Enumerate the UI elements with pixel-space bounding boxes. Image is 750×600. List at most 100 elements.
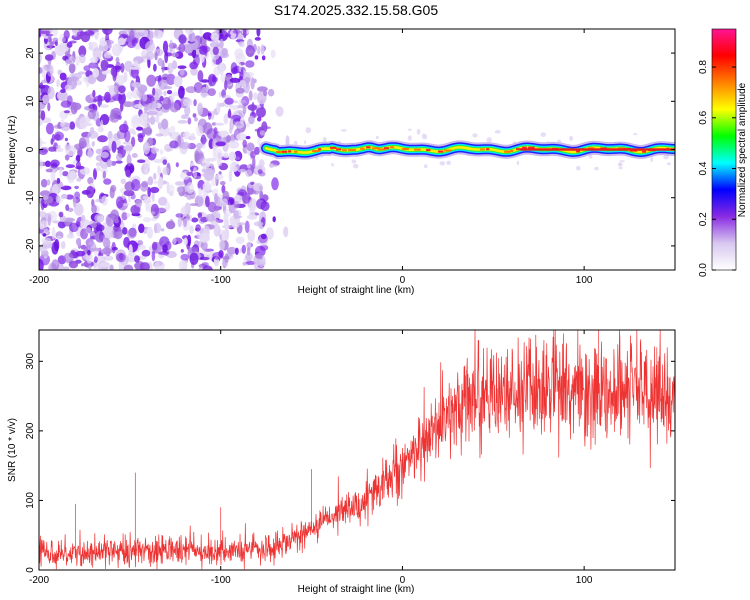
noise-blob bbox=[258, 185, 263, 191]
noise-blob bbox=[155, 108, 164, 117]
snr-panel: -200 -100 0 100 0 100 200 300 Height of straig… bbox=[7, 329, 676, 595]
noise-blob bbox=[650, 156, 653, 163]
noise-blob bbox=[126, 91, 133, 99]
noise-blob bbox=[72, 29, 79, 37]
noise-blob bbox=[56, 184, 65, 188]
noise-blob bbox=[143, 158, 151, 170]
noise-blob bbox=[47, 36, 52, 43]
x-tick-label: -200 bbox=[29, 575, 49, 586]
noise-blob bbox=[106, 85, 116, 89]
noise-blob bbox=[256, 106, 266, 118]
noise-blob bbox=[229, 118, 234, 131]
noise-blob bbox=[41, 79, 47, 84]
noise-blob bbox=[87, 177, 94, 185]
noise-blob bbox=[229, 77, 241, 83]
noise-blob bbox=[154, 222, 162, 234]
noise-blob bbox=[162, 96, 172, 110]
noise-blob bbox=[47, 214, 52, 227]
noise-blob bbox=[56, 79, 60, 88]
noise-blob bbox=[178, 34, 187, 44]
noise-blob bbox=[182, 259, 188, 270]
noise-blob bbox=[88, 104, 95, 110]
noise-blob bbox=[199, 45, 208, 56]
noise-blob bbox=[99, 104, 109, 108]
noise-blob bbox=[256, 198, 267, 210]
noise-blob bbox=[141, 55, 152, 59]
noise-blob bbox=[245, 60, 255, 68]
signal-band-core bbox=[390, 146, 395, 149]
noise-blob bbox=[83, 65, 91, 72]
noise-blob bbox=[39, 248, 47, 252]
noise-blob bbox=[247, 104, 258, 111]
noise-blob bbox=[111, 43, 122, 57]
noise-blob bbox=[191, 217, 199, 223]
noise-blob bbox=[215, 141, 226, 147]
spectrogram-y-ticks: -20 -10 0 10 20 bbox=[25, 47, 675, 253]
noise-blob bbox=[93, 168, 97, 180]
noise-blob bbox=[51, 184, 59, 195]
noise-blob bbox=[245, 169, 253, 177]
noise-blob bbox=[76, 177, 82, 182]
colorbar-tick-label: 0.2 bbox=[698, 212, 709, 226]
noise-blob bbox=[193, 99, 197, 107]
noise-blob bbox=[58, 211, 64, 218]
noise-blob bbox=[95, 162, 101, 167]
noise-blob bbox=[100, 119, 104, 133]
noise-blob bbox=[42, 233, 47, 237]
noise-blob bbox=[103, 237, 111, 249]
noise-blob bbox=[216, 159, 223, 167]
noise-blob bbox=[137, 240, 144, 246]
noise-blob bbox=[166, 181, 170, 194]
noise-blob bbox=[121, 212, 128, 221]
noise-blob bbox=[96, 215, 104, 222]
noise-blob bbox=[145, 41, 155, 53]
noise-blob bbox=[82, 76, 89, 83]
noise-blob bbox=[134, 255, 140, 263]
signal-band-core bbox=[414, 148, 421, 151]
noise-blob bbox=[200, 54, 205, 63]
noise-blob bbox=[126, 213, 130, 218]
signal-band-core bbox=[510, 150, 514, 152]
noise-blob bbox=[143, 199, 152, 204]
noise-blob bbox=[331, 163, 334, 167]
y-tick-label: -20 bbox=[25, 238, 36, 253]
noise-blob bbox=[89, 57, 99, 63]
noise-blob bbox=[162, 76, 168, 80]
noise-blob bbox=[143, 217, 152, 223]
noise-blob bbox=[60, 100, 72, 108]
noise-blob bbox=[254, 146, 260, 155]
noise-blob bbox=[247, 50, 255, 54]
noise-blob bbox=[115, 57, 120, 63]
noise-blob bbox=[100, 151, 109, 159]
noise-blob bbox=[62, 266, 70, 270]
noise-blob bbox=[74, 185, 79, 190]
noise-blob bbox=[147, 176, 154, 186]
noise-blob bbox=[273, 164, 278, 168]
noise-blob bbox=[189, 203, 199, 207]
noise-blob bbox=[79, 116, 88, 129]
noise-blob bbox=[162, 40, 169, 54]
noise-blob bbox=[127, 229, 137, 239]
noise-blob bbox=[257, 45, 261, 55]
noise-blob bbox=[162, 244, 168, 253]
noise-blob bbox=[175, 213, 184, 218]
noise-blob bbox=[104, 91, 111, 103]
signal-band-core bbox=[318, 148, 322, 151]
noise-blob bbox=[231, 67, 238, 75]
noise-blob bbox=[65, 194, 74, 200]
noise-blob bbox=[151, 250, 156, 262]
noise-blob bbox=[155, 91, 159, 100]
noise-blob bbox=[109, 187, 115, 199]
noise-blob bbox=[40, 110, 46, 121]
noise-blob bbox=[216, 202, 227, 207]
signal-band-core bbox=[342, 149, 347, 152]
noise-blob bbox=[173, 75, 183, 88]
signal-band-core bbox=[516, 148, 524, 151]
noise-blob bbox=[248, 115, 255, 125]
noise-blob bbox=[42, 195, 49, 201]
noise-blob bbox=[162, 167, 170, 175]
noise-blob bbox=[618, 166, 623, 170]
noise-blob bbox=[218, 62, 225, 76]
noise-blob bbox=[131, 153, 138, 158]
noise-blob bbox=[207, 111, 212, 120]
